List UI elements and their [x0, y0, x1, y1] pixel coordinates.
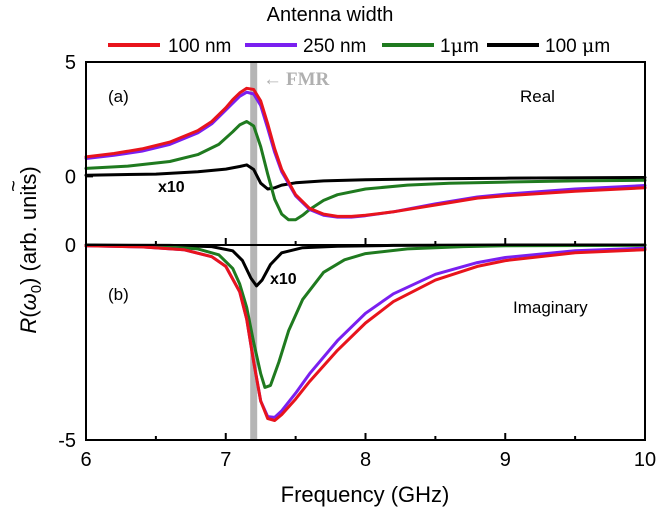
panel-a-scale-note: x10 — [158, 179, 185, 196]
panel-b-title: Imaginary — [513, 298, 588, 317]
panel-b-label: (b) — [108, 285, 129, 304]
legend-label-100um: 100 μm — [545, 35, 610, 57]
axes-layer: 5 0 0 -56 7 8 9 10 — [58, 52, 656, 471]
legend: Antenna width 100 nm 250 nm 1μm 100 μm — [108, 4, 610, 57]
panel-a-label: (a) — [108, 87, 129, 106]
x-tick-label-4: 10 — [634, 449, 656, 471]
legend-label-250nm: 250 nm — [303, 36, 366, 57]
legend-label-100um-unit: m — [594, 36, 610, 57]
y-axis-title: R(ω0) (arb. units) — [16, 166, 45, 333]
y-axis-title-main: R — [16, 318, 41, 334]
series-line-a-250nm — [84, 90, 647, 219]
y-axis-title-sub: 0 — [28, 285, 45, 293]
legend-label-1um-num: 1 — [440, 36, 451, 57]
x-tick-label-3: 9 — [500, 449, 511, 471]
fmr-arrow: ← — [263, 69, 282, 90]
y-tick-label-b-0: 0 — [65, 235, 76, 257]
y-axis-title-rest: ) (arb. units) — [16, 166, 41, 285]
legend-label-100nm: 100 nm — [168, 36, 231, 57]
y-tick-label-a-0: 5 — [65, 52, 76, 74]
series-line-b-1m — [84, 243, 647, 389]
legend-label-1um: 1μm — [440, 35, 479, 57]
legend-label-100um-num: 100 — [545, 36, 582, 57]
panel-b-scale-note: x10 — [270, 271, 297, 288]
x-tick-label-0: 6 — [80, 449, 91, 471]
series-line-b-250nm — [84, 244, 647, 419]
legend-label-1um-unit: m — [463, 36, 479, 57]
series-line-a-1m — [84, 120, 647, 222]
series-line-a-100nm — [84, 86, 647, 218]
y-axis-title-tilde: ~ — [3, 180, 25, 192]
curves-layer — [84, 86, 647, 422]
y-axis-title-paren: ( — [16, 310, 41, 318]
panel-b-frame — [85, 244, 646, 441]
panel-a-frame — [85, 61, 646, 246]
panel-a-title: Real — [520, 87, 555, 106]
x-axis-title: Frequency (GHz) — [281, 482, 450, 507]
y-tick-label-b-1: -5 — [58, 430, 76, 452]
legend-title: Antenna width — [267, 4, 394, 26]
fmr-label: FMR — [286, 69, 330, 90]
x-tick-label-2: 8 — [360, 449, 371, 471]
series-line-b-100nm — [84, 244, 647, 422]
legend-label-100um-mu: μ — [582, 35, 594, 57]
y-axis-title-omega: ω — [16, 293, 41, 310]
series-line-a-100m — [84, 163, 647, 191]
y-tick-label-a-1: 0 — [65, 166, 76, 188]
x-tick-label-1: 7 — [220, 449, 231, 471]
legend-label-1um-mu: μ — [451, 35, 463, 57]
fmr-annotation: ← FMR — [263, 69, 330, 90]
